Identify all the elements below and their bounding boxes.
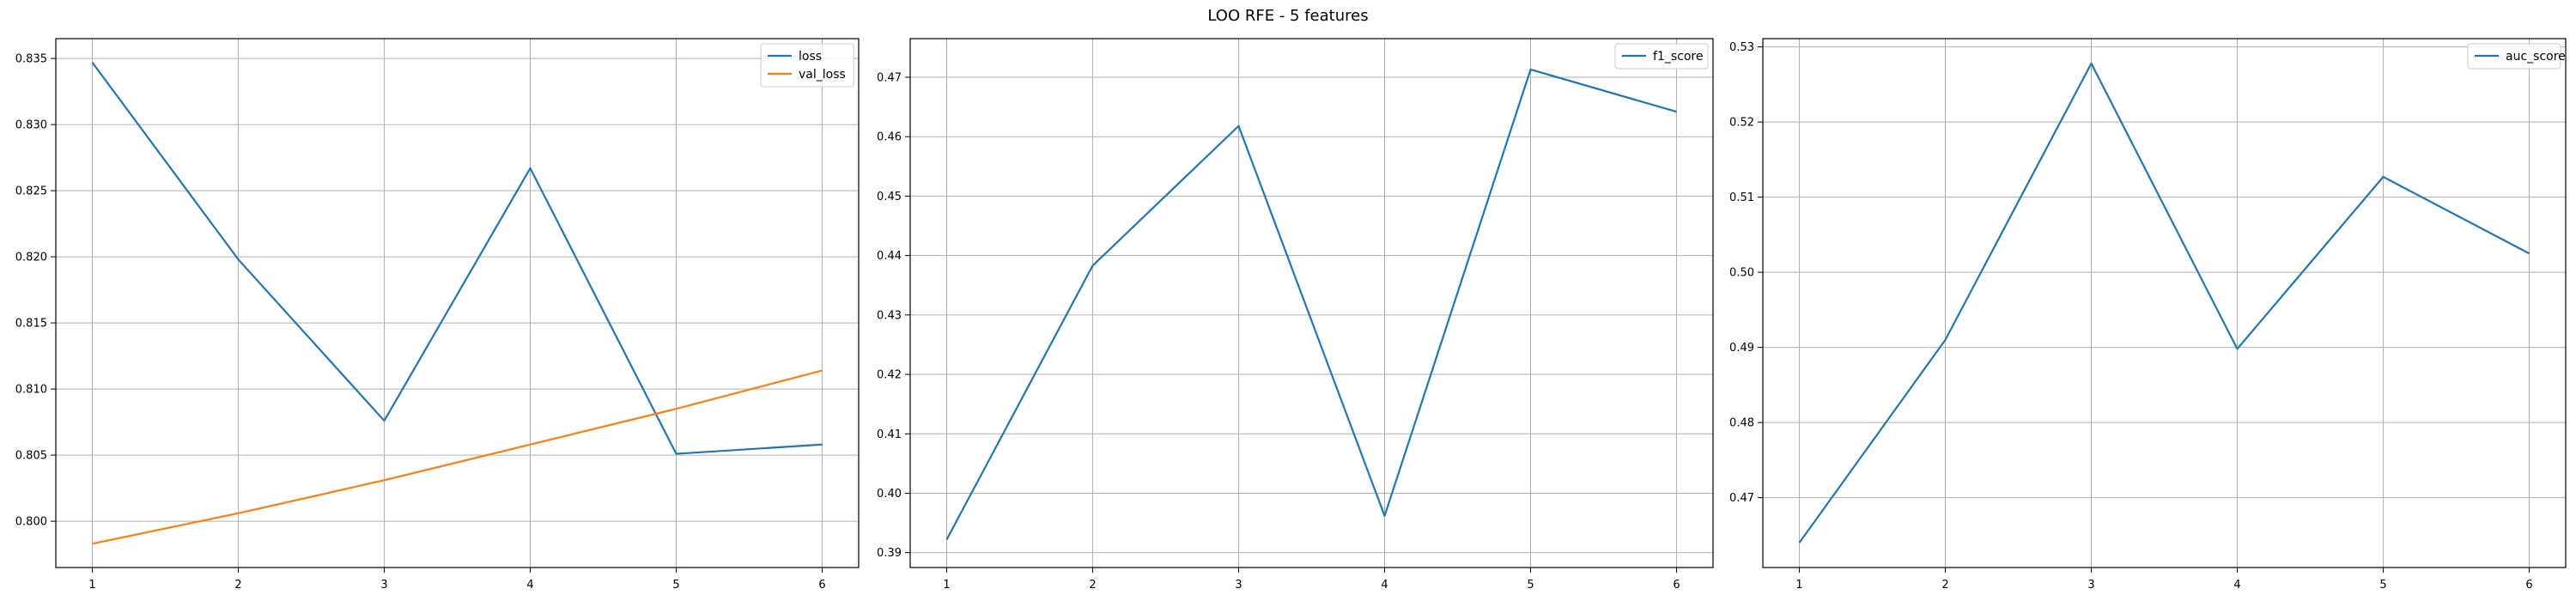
y-tick-label: 0.43 <box>877 309 902 322</box>
x-tick-label: 6 <box>1673 579 1680 592</box>
x-tick-label: 5 <box>672 579 679 592</box>
y-tick-label: 0.46 <box>877 131 902 144</box>
x-tick-label: 3 <box>2087 579 2094 592</box>
x-tick-label: 5 <box>1527 579 1534 592</box>
y-tick-label: 0.820 <box>15 252 47 264</box>
y-tick-label: 0.52 <box>1729 117 1754 130</box>
chart-panel-1: 1 2 3 4 5 6 0.800 0.805 0.810 0.815 0.820 0.825 0.83… <box>15 38 860 592</box>
x-tick-label: 3 <box>380 579 387 592</box>
figure-title: LOO RFE - 5 features <box>1207 7 1369 25</box>
y-tick-label: 0.47 <box>1729 492 1754 505</box>
y-tick-label: 0.39 <box>877 547 902 560</box>
legend: auc_score <box>2467 43 2566 70</box>
plot-frame <box>1762 38 2567 568</box>
y-tick-label: 0.49 <box>1729 342 1754 355</box>
x-tick-label: 2 <box>234 579 241 592</box>
y-tick-label: 0.41 <box>877 428 902 441</box>
legend-box <box>2467 43 2561 70</box>
x-tick-label: 6 <box>2525 579 2532 592</box>
series-line-val_loss <box>92 369 823 545</box>
legend: loss val_loss <box>760 43 854 88</box>
x-tick-label: 4 <box>526 579 533 592</box>
x-tick-label: 4 <box>1381 579 1388 592</box>
y-tick-label: 0.800 <box>15 516 47 529</box>
y-tick-label: 0.40 <box>877 488 902 501</box>
y-tick-label: 0.47 <box>877 71 902 84</box>
y-tick-label: 0.48 <box>1729 417 1754 430</box>
legend-label: val_loss <box>799 68 846 82</box>
y-tick-label: 0.44 <box>877 250 902 263</box>
y-tick-label: 0.53 <box>1729 41 1754 54</box>
chart-panel-2: 1 2 3 4 5 6 0.39 0.40 0.41 0.42 0.43 0.44 0.45 0.46 0.… <box>877 38 1714 592</box>
legend-label: auc_score <box>2506 50 2566 64</box>
x-tick-label: 6 <box>818 579 825 592</box>
series-line-loss <box>91 62 823 455</box>
legend-box <box>760 43 854 88</box>
y-tick-label: 0.810 <box>15 384 47 397</box>
y-tick-label: 0.45 <box>877 191 902 203</box>
plot-frame <box>909 38 1714 568</box>
x-tick-label: 1 <box>943 579 950 592</box>
legend-label: loss <box>799 50 822 64</box>
y-tick-label: 0.830 <box>15 119 47 132</box>
y-tick-label: 0.42 <box>877 369 902 382</box>
x-tick-label: 1 <box>1795 579 1802 592</box>
legend: f1_score <box>1614 43 1709 70</box>
y-tick-label: 0.805 <box>15 450 47 463</box>
legend-label: f1_score <box>1653 50 1703 64</box>
x-tick-label: 5 <box>2379 579 2386 592</box>
x-tick-label: 2 <box>1941 579 1948 592</box>
x-tick-label: 4 <box>2233 579 2240 592</box>
y-tick-label: 0.835 <box>15 53 47 66</box>
series-line-f1_score <box>945 68 1677 540</box>
y-tick-label: 0.825 <box>15 185 47 198</box>
x-tick-label: 3 <box>1235 579 1242 592</box>
y-tick-label: 0.51 <box>1729 191 1754 204</box>
series-line-auc_score <box>1798 62 2530 543</box>
y-tick-label: 0.50 <box>1729 267 1754 280</box>
legend-box <box>1614 43 1709 70</box>
y-tick-label: 0.815 <box>15 318 47 331</box>
x-tick-label: 2 <box>1089 579 1096 592</box>
chart-panel-3: 1 2 3 4 5 6 0.47 0.48 0.49 0.50 0.51 0.52 0.53 auc_sc… <box>1729 38 2567 592</box>
x-tick-label: 1 <box>88 579 95 592</box>
plot-frame <box>55 38 860 568</box>
